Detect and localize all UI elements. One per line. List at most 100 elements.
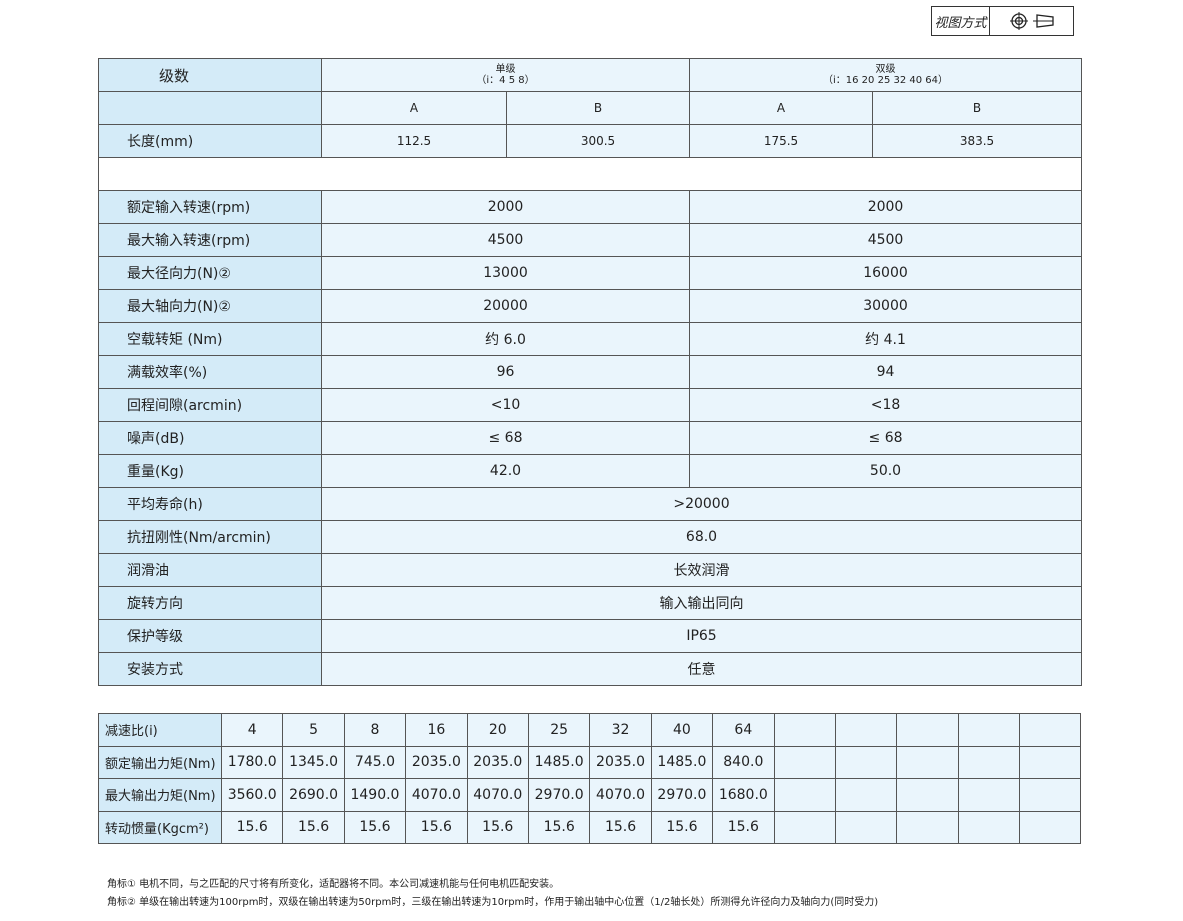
- ratio-value: 2035.0: [589, 745, 652, 779]
- spec-value: 13000: [320, 256, 691, 290]
- ratio-value: 2970.0: [527, 778, 591, 812]
- spec-row: 额定输入转速(rpm) 2000 2000: [98, 190, 1083, 224]
- ratio-value: 15.6: [405, 810, 468, 844]
- ratio-value: [896, 745, 959, 779]
- spec-label: 安装方式: [98, 652, 322, 686]
- ratio-value: 15.6: [650, 810, 714, 844]
- spec-label: 空载转矩 (Nm): [98, 322, 322, 356]
- ratio-row: 最大输出力矩(Nm) 3560.0 2690.0 1490.0 4070.0 4070.0…: [98, 778, 1082, 812]
- ratio-value: 15.6: [589, 810, 652, 844]
- spec-row: 旋转方向 输入输出同向: [98, 586, 1083, 620]
- spec-value: <18: [689, 388, 1083, 422]
- ratio-value: 8: [343, 713, 407, 747]
- ratio-value: [896, 810, 959, 844]
- spec-value: ≤ 68: [320, 421, 691, 455]
- spec-label: 重量(Kg): [98, 454, 322, 488]
- ratio-value: 5: [282, 713, 345, 747]
- footnotes: 角标① 电机不同，与之匹配的尺寸将有所变化，适配器将不同。本公司减速机能与任何电…: [107, 876, 878, 912]
- spec-value: 50.0: [689, 454, 1083, 488]
- spec-row: 重量(Kg) 42.0 50.0: [98, 454, 1083, 488]
- ratio-value: 16: [405, 713, 468, 747]
- first-angle-projection-icon: [1009, 12, 1054, 30]
- ratio-value: [957, 778, 1021, 812]
- spec-row: 噪声(dB) ≤ 68 ≤ 68: [98, 421, 1083, 455]
- double-stage-ratios: （i：16 20 25 32 40 64）: [823, 75, 949, 86]
- spec-label: 最大输入转速(rpm): [98, 223, 322, 257]
- ratio-value: [834, 713, 898, 747]
- double-stage-title: 双级: [875, 64, 896, 75]
- length-row: 长度(mm) 112.5 300.5 175.5 383.5: [98, 124, 1083, 158]
- ratio-table: 减速比(i) 4 5 8 16 20 25 32 40 64 额定输出力矩(Nm) 1780.0 134…: [98, 713, 1082, 844]
- stage-label: 级数: [98, 58, 322, 92]
- spec-row: 回程间隙(arcmin) <10 <18: [98, 388, 1083, 422]
- spec-label: 保护等级: [98, 619, 322, 653]
- spec-value: 任意: [320, 652, 1083, 686]
- length-cell: 175.5: [689, 124, 874, 158]
- spec-row: 空载转矩 (Nm) 约 6.0 约 4.1: [98, 322, 1083, 356]
- view-method-box: 视图方式: [931, 6, 1074, 36]
- spec-table: 级数 单级 （i：4 5 8） 双级 （i：16 20 25 32 40 64） A…: [97, 58, 1083, 686]
- spec-value: 4500: [689, 223, 1083, 257]
- spec-value: ≤ 68: [689, 421, 1083, 455]
- ratio-value: [1019, 745, 1082, 779]
- ratio-value: 20: [466, 713, 529, 747]
- spec-label: 满载效率(%): [98, 355, 322, 389]
- ratio-value: 1485.0: [650, 745, 714, 779]
- ratio-value: 15.6: [220, 810, 284, 844]
- ratio-value: 15.6: [712, 810, 775, 844]
- ratio-value: 1485.0: [527, 745, 591, 779]
- ratio-value: [896, 713, 959, 747]
- spec-value: 输入输出同向: [320, 586, 1083, 620]
- spec-value: 约 6.0: [320, 322, 691, 356]
- ratio-value: [834, 745, 898, 779]
- ratio-value: [957, 745, 1021, 779]
- spec-value: 4500: [320, 223, 691, 257]
- ratio-value: [834, 778, 898, 812]
- ratio-value: [957, 810, 1021, 844]
- ratio-value: 64: [712, 713, 775, 747]
- spec-row: 抗扭刚性(Nm/arcmin) 68.0: [98, 520, 1083, 554]
- spec-value: IP65: [320, 619, 1083, 653]
- spec-row: 最大径向力(N)② 13000 16000: [98, 256, 1083, 290]
- variant-cell: A: [321, 91, 507, 125]
- ratio-value: 2035.0: [466, 745, 529, 779]
- ratio-row: 额定输出力矩(Nm) 1780.0 1345.0 745.0 2035.0 2035.0 1…: [98, 745, 1082, 779]
- spec-value: 20000: [320, 289, 691, 323]
- view-method-label: 视图方式: [932, 7, 990, 35]
- ratio-value: 1345.0: [282, 745, 345, 779]
- ratio-value: [773, 745, 836, 779]
- ratio-value: 4: [220, 713, 284, 747]
- spec-value: <10: [320, 388, 691, 422]
- ratio-row: 转动惯量(Kgcm²) 15.6 15.6 15.6 15.6 15.6 15.6 15.6 1…: [98, 810, 1082, 844]
- spec-label: 额定输入转速(rpm): [98, 190, 322, 224]
- length-cell: 112.5: [321, 124, 507, 158]
- spec-label: 最大轴向力(N)②: [98, 289, 322, 323]
- spec-row: 润滑油 长效润滑: [98, 553, 1083, 587]
- ratio-value: [773, 713, 836, 747]
- footnote-1: 角标① 电机不同，与之匹配的尺寸将有所变化，适配器将不同。本公司减速机能与任何电…: [107, 879, 560, 890]
- blank-cell: [97, 157, 1083, 191]
- stage-row: 级数 单级 （i：4 5 8） 双级 （i：16 20 25 32 40 64）: [98, 58, 1083, 92]
- spec-label: 平均寿命(h): [98, 487, 322, 521]
- ratio-value: 15.6: [282, 810, 345, 844]
- ratio-value: 3560.0: [220, 778, 284, 812]
- ratio-value: 1680.0: [712, 778, 775, 812]
- ratio-value: 745.0: [343, 745, 407, 779]
- spec-row: 保护等级 IP65: [98, 619, 1083, 653]
- ratio-value: 15.6: [343, 810, 407, 844]
- length-cell: 383.5: [872, 124, 1083, 158]
- spec-row: 平均寿命(h) >20000: [98, 487, 1083, 521]
- ratio-row: 减速比(i) 4 5 8 16 20 25 32 40 64: [98, 713, 1082, 747]
- spec-value: 68.0: [320, 520, 1083, 554]
- spec-row: 满载效率(%) 96 94: [98, 355, 1083, 389]
- ratio-value: 25: [527, 713, 591, 747]
- variant-cell: B: [872, 91, 1083, 125]
- variant-label: [98, 91, 322, 125]
- spec-value: 94: [689, 355, 1083, 389]
- spec-label: 旋转方向: [98, 586, 322, 620]
- variant-cell: A: [689, 91, 874, 125]
- double-stage-header: 双级 （i：16 20 25 32 40 64）: [689, 58, 1083, 92]
- ratio-value: 32: [589, 713, 652, 747]
- ratio-label: 最大输出力矩(Nm): [98, 778, 222, 812]
- variant-row: A B A B: [98, 91, 1083, 125]
